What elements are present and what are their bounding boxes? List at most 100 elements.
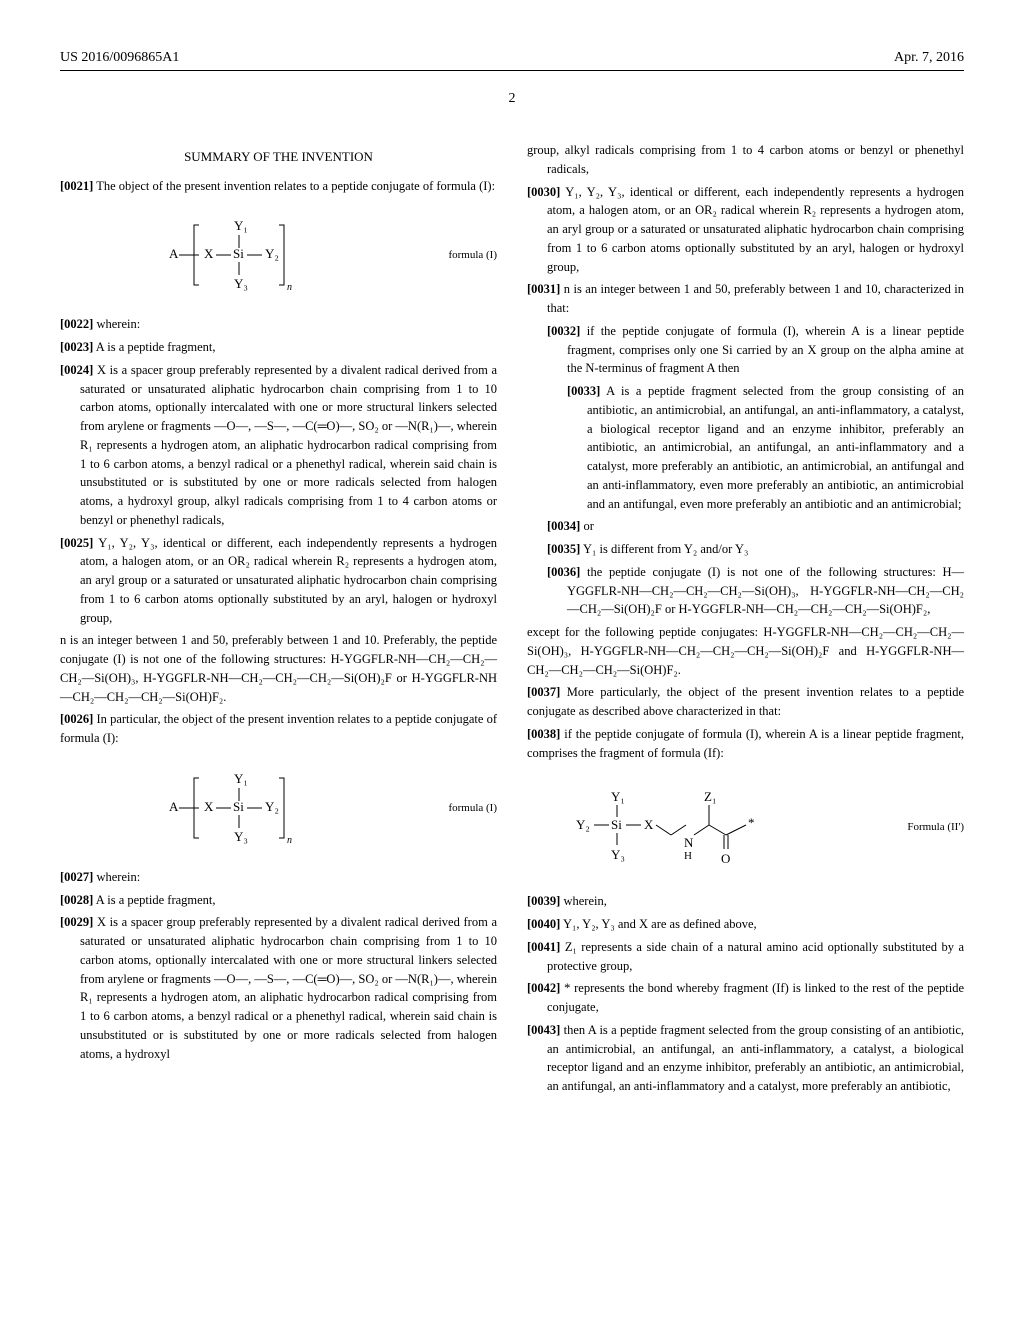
formula-II: Y₂ Si Y₁ Y₃ X N H bbox=[527, 777, 864, 877]
para-0040: [0040] Y₁, Y₂, Y₃ and X are as defined a… bbox=[527, 915, 964, 934]
svg-text:Y₂: Y₂ bbox=[265, 799, 279, 814]
para-num: [0041] bbox=[527, 940, 560, 954]
para-num: [0040] bbox=[527, 917, 560, 931]
formula-I-label-2: formula (I) bbox=[397, 800, 497, 817]
formula-I-label: formula (I) bbox=[397, 247, 497, 264]
para-0039: [0039] wherein, bbox=[527, 892, 964, 911]
svg-text:A: A bbox=[169, 246, 179, 261]
svg-text:Y₂: Y₂ bbox=[265, 246, 279, 261]
svg-text:Y₃: Y₃ bbox=[234, 276, 248, 291]
page-container: US 2016/0096865A1 Apr. 7, 2016 2 SUMMARY… bbox=[0, 0, 1024, 1150]
para-text: n is an integer between 1 and 50, prefer… bbox=[547, 282, 964, 315]
para-0021: [0021] The object of the present inventi… bbox=[60, 177, 497, 196]
para-0041: [0041] Z₁ represents a side chain of a n… bbox=[527, 938, 964, 976]
para-text: A is a peptide fragment, bbox=[96, 340, 216, 354]
para-text: Y₁, Y₂, Y₃ and X are as defined above, bbox=[563, 917, 757, 931]
para-num: [0027] bbox=[60, 870, 93, 884]
para-text: Y₁ is different from Y₂ and/or Y₃ bbox=[583, 542, 748, 556]
svg-text:n: n bbox=[287, 835, 292, 846]
para-0029: [0029] X is a spacer group preferably re… bbox=[60, 913, 497, 1063]
para-num: [0030] bbox=[527, 185, 560, 199]
para-0035: [0035] Y₁ is different from Y₂ and/or Y₃ bbox=[527, 540, 964, 559]
para-0027: [0027] wherein: bbox=[60, 868, 497, 887]
formula-I-svg: A X Si Y₂ Y₁ Y₃ n bbox=[149, 210, 309, 300]
para-text: if the peptide conjugate of formula (I),… bbox=[567, 324, 964, 376]
para-num: [0034] bbox=[547, 519, 580, 533]
svg-text:N: N bbox=[684, 835, 694, 850]
section-title: SUMMARY OF THE INVENTION bbox=[60, 147, 497, 167]
formula-II-svg: Y₂ Si Y₁ Y₃ X N H bbox=[566, 777, 826, 877]
para-num: [0026] bbox=[60, 712, 93, 726]
para-text: Y₁, Y₂, Y₃, identical or different, each… bbox=[547, 185, 964, 274]
svg-text:n: n bbox=[287, 282, 292, 293]
para-num: [0029] bbox=[60, 915, 93, 929]
para-0022: [0022] wherein: bbox=[60, 315, 497, 334]
para-num: [0036] bbox=[547, 565, 580, 579]
para-0028: [0028] A is a peptide fragment, bbox=[60, 891, 497, 910]
para-0033: [0033] A is a peptide fragment selected … bbox=[527, 382, 964, 513]
svg-text:O: O bbox=[721, 851, 730, 866]
para-text: More particularly, the object of the pre… bbox=[527, 685, 964, 718]
para-num: [0038] bbox=[527, 727, 560, 741]
para-num: [0023] bbox=[60, 340, 93, 354]
para-num: [0031] bbox=[527, 282, 560, 296]
svg-text:A: A bbox=[169, 799, 179, 814]
para-num: [0033] bbox=[567, 384, 600, 398]
formula-I-container: A X Si Y₂ Y₁ Y₃ n bbox=[60, 210, 497, 300]
para-0037: [0037] More particularly, the object of … bbox=[527, 683, 964, 721]
svg-text:Si: Si bbox=[233, 246, 244, 261]
para-text: X is a spacer group preferably represent… bbox=[80, 363, 497, 527]
svg-text:*: * bbox=[748, 815, 755, 830]
para-0034: [0034] or bbox=[527, 517, 964, 536]
page-number: 2 bbox=[60, 91, 964, 107]
right-column: group, alkyl radicals comprising from 1 … bbox=[527, 137, 964, 1100]
formula-II-container: Y₂ Si Y₁ Y₃ X N H bbox=[527, 777, 964, 877]
formula-I-2: A X Si Y₂ Y₁ Y₃ n bbox=[60, 763, 397, 853]
svg-text:Y₁: Y₁ bbox=[234, 771, 248, 786]
para-text: A is a peptide fragment, bbox=[96, 893, 216, 907]
svg-text:Si: Si bbox=[611, 817, 622, 832]
para-text: * represents the bond whereby fragment (… bbox=[547, 981, 964, 1014]
svg-text:H: H bbox=[684, 850, 692, 862]
para-num: [0022] bbox=[60, 317, 93, 331]
para-num: [0025] bbox=[60, 536, 93, 550]
svg-text:Y₃: Y₃ bbox=[234, 829, 248, 844]
formula-I-svg-2: A X Si Y₂ Y₁ Y₃ n bbox=[149, 763, 309, 853]
para-num: [0021] bbox=[60, 179, 93, 193]
para-text: or bbox=[583, 519, 593, 533]
para-0029-cont: group, alkyl radicals comprising from 1 … bbox=[527, 141, 964, 179]
para-num: [0042] bbox=[527, 981, 560, 995]
svg-text:Z₁: Z₁ bbox=[704, 789, 716, 804]
publication-date: Apr. 7, 2016 bbox=[894, 50, 964, 66]
para-text: wherein: bbox=[96, 317, 140, 331]
formula-I-container-2: A X Si Y₂ Y₁ Y₃ n bbox=[60, 763, 497, 853]
para-text: X is a spacer group preferably represent… bbox=[80, 915, 497, 1060]
formula-II-label: Formula (II') bbox=[864, 819, 964, 836]
para-num: [0032] bbox=[547, 324, 580, 338]
formula-I: A X Si Y₂ Y₁ Y₃ n bbox=[60, 210, 397, 300]
publication-number: US 2016/0096865A1 bbox=[60, 50, 179, 66]
left-column: SUMMARY OF THE INVENTION [0021] The obje… bbox=[60, 137, 497, 1100]
para-num: [0037] bbox=[527, 685, 560, 699]
svg-text:Y₂: Y₂ bbox=[576, 817, 590, 832]
content-columns: SUMMARY OF THE INVENTION [0021] The obje… bbox=[60, 137, 964, 1100]
para-num: [0039] bbox=[527, 894, 560, 908]
para-text: the peptide conjugate (I) is not one of … bbox=[567, 565, 964, 617]
para-0043: [0043] then A is a peptide fragment sele… bbox=[527, 1021, 964, 1096]
para-text: if the peptide conjugate of formula (I),… bbox=[527, 727, 964, 760]
svg-text:Y₁: Y₁ bbox=[234, 218, 248, 233]
para-0038: [0038] if the peptide conjugate of formu… bbox=[527, 725, 964, 763]
n-text: n is an integer between 1 and 50, prefer… bbox=[60, 631, 497, 706]
para-0025: [0025] Y₁, Y₂, Y₃, identical or differen… bbox=[60, 534, 497, 628]
para-0036: [0036] the peptide conjugate (I) is not … bbox=[527, 563, 964, 619]
para-text: Y₁, Y₂, Y₃, identical or different, each… bbox=[80, 536, 497, 625]
para-0030: [0030] Y₁, Y₂, Y₃, identical or differen… bbox=[527, 183, 964, 277]
para-text: In particular, the object of the present… bbox=[60, 712, 497, 745]
para-text: The object of the present invention rela… bbox=[96, 179, 495, 193]
svg-text:Y₃: Y₃ bbox=[611, 847, 625, 862]
svg-text:X: X bbox=[204, 799, 214, 814]
para-0024: [0024] X is a spacer group preferably re… bbox=[60, 361, 497, 530]
para-text: Z₁ represents a side chain of a natural … bbox=[547, 940, 964, 973]
except-text: except for the following peptide conjuga… bbox=[527, 623, 964, 679]
para-0031: [0031] n is an integer between 1 and 50,… bbox=[527, 280, 964, 318]
